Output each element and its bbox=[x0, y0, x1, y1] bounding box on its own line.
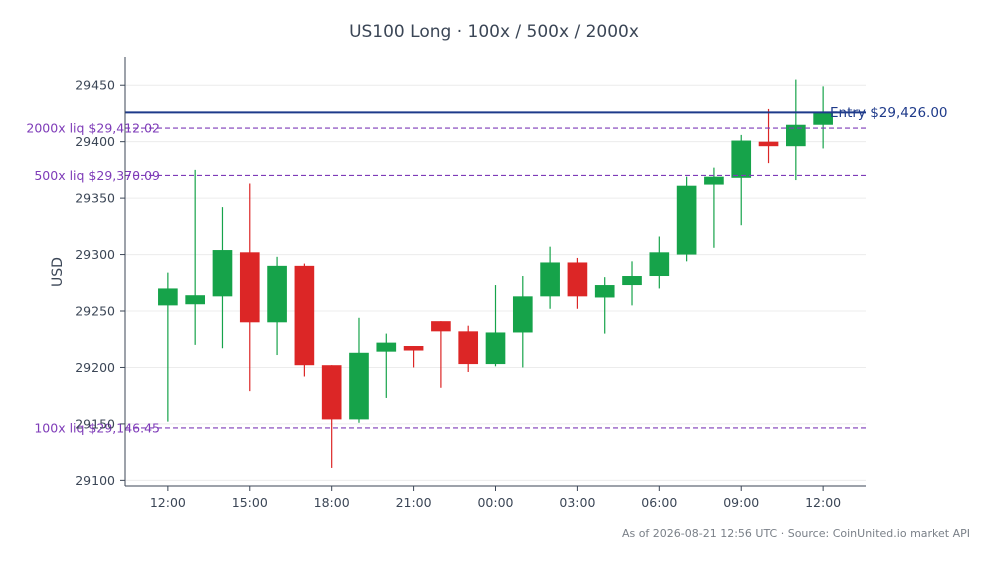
candle-body bbox=[649, 252, 670, 277]
candle-body bbox=[267, 265, 287, 323]
candle-body bbox=[594, 285, 615, 298]
candle-up bbox=[813, 86, 833, 149]
candle-body bbox=[731, 140, 752, 178]
x-tick-label: 06:00 bbox=[641, 495, 677, 510]
candle-body bbox=[239, 252, 260, 323]
entry-label: Entry $29,426.00 bbox=[830, 105, 948, 121]
candle-body bbox=[622, 276, 642, 286]
candles bbox=[158, 79, 833, 468]
x-tick-label: 12:00 bbox=[805, 495, 841, 510]
candle-down bbox=[758, 108, 779, 164]
y-axis-label: USD bbox=[50, 257, 66, 287]
y-tick-label: 29300 bbox=[75, 247, 115, 262]
candle-body bbox=[403, 346, 424, 351]
candle-up bbox=[349, 317, 369, 423]
candle-up bbox=[786, 79, 806, 181]
candle-body bbox=[376, 342, 397, 352]
candle-body bbox=[758, 141, 779, 147]
x-tick-label: 12:00 bbox=[150, 495, 186, 510]
candle-up bbox=[676, 176, 697, 262]
candle-down bbox=[321, 365, 342, 468]
candle-body bbox=[294, 265, 315, 366]
x-tick-label: 00:00 bbox=[477, 495, 513, 510]
candle-down bbox=[294, 263, 315, 377]
liquidation-label: 2000x liq $29,412.02 bbox=[26, 121, 160, 136]
grid bbox=[125, 84, 866, 481]
x-tick-label: 18:00 bbox=[314, 495, 350, 510]
candle-up bbox=[512, 276, 533, 368]
candle-body bbox=[512, 296, 533, 333]
candle-down bbox=[403, 346, 424, 368]
footer-note: As of 2026-08-21 12:56 UTC · Source: Coi… bbox=[622, 527, 970, 540]
candle-up bbox=[594, 277, 615, 334]
liquidation-label: 500x liq $29,370.09 bbox=[34, 168, 160, 183]
candle-down bbox=[458, 325, 479, 372]
candle-body bbox=[321, 365, 342, 420]
candle-up bbox=[158, 272, 178, 422]
candle-body bbox=[349, 352, 369, 420]
candle-up bbox=[267, 256, 287, 356]
candle-up bbox=[649, 236, 670, 289]
candle-body bbox=[458, 331, 479, 365]
y-tick-label: 29250 bbox=[75, 304, 115, 319]
candle-body bbox=[786, 124, 806, 147]
candle-body bbox=[567, 262, 588, 297]
candle-body bbox=[212, 250, 233, 297]
candle-down bbox=[567, 257, 588, 309]
candle-down bbox=[239, 183, 260, 392]
candle-up bbox=[212, 207, 233, 349]
candle-body bbox=[676, 185, 697, 255]
y-tick-label: 29150 bbox=[75, 416, 115, 431]
price-levels: Entry $29,426.00 2000x liq $29,412.02 500x… bbox=[26, 105, 947, 436]
x-tick-label: 21:00 bbox=[396, 495, 432, 510]
y-tick-label: 29400 bbox=[75, 134, 115, 149]
candle-up bbox=[622, 261, 642, 306]
x-tick-label: 15:00 bbox=[232, 495, 268, 510]
axes bbox=[124, 57, 866, 487]
candle-body bbox=[185, 295, 205, 305]
x-tick-label: 03:00 bbox=[559, 495, 595, 510]
candle-body bbox=[158, 288, 178, 306]
y-tick-label: 29100 bbox=[75, 473, 115, 488]
y-tick-label: 29450 bbox=[75, 78, 115, 93]
y-tick-label: 29350 bbox=[75, 191, 115, 206]
candle-up bbox=[376, 333, 397, 398]
x-axis-ticks: 12:00 15:00 18:00 21:00 00:00 03:00 06:00 09:00… bbox=[150, 486, 841, 510]
candle-body bbox=[540, 262, 560, 297]
candle-up bbox=[704, 167, 724, 248]
candle-body bbox=[813, 112, 833, 125]
y-axis-ticks: 29100 29150 29200 29250 29300 29350 29400 29450 bbox=[75, 78, 125, 488]
candle-up bbox=[540, 246, 560, 309]
candle-body bbox=[431, 321, 451, 332]
chart-title: US100 Long · 100x / 500x / 2000x bbox=[349, 22, 639, 42]
liquidation-label: 100x liq $29,146.45 bbox=[34, 420, 160, 435]
y-tick-label: 29200 bbox=[75, 360, 115, 375]
candle-up bbox=[731, 134, 752, 226]
candle-up bbox=[185, 169, 205, 345]
candle-body bbox=[485, 332, 506, 365]
x-tick-label: 09:00 bbox=[723, 495, 759, 510]
candle-body bbox=[704, 176, 724, 185]
candle-up bbox=[485, 285, 506, 367]
candle-down bbox=[431, 321, 451, 388]
